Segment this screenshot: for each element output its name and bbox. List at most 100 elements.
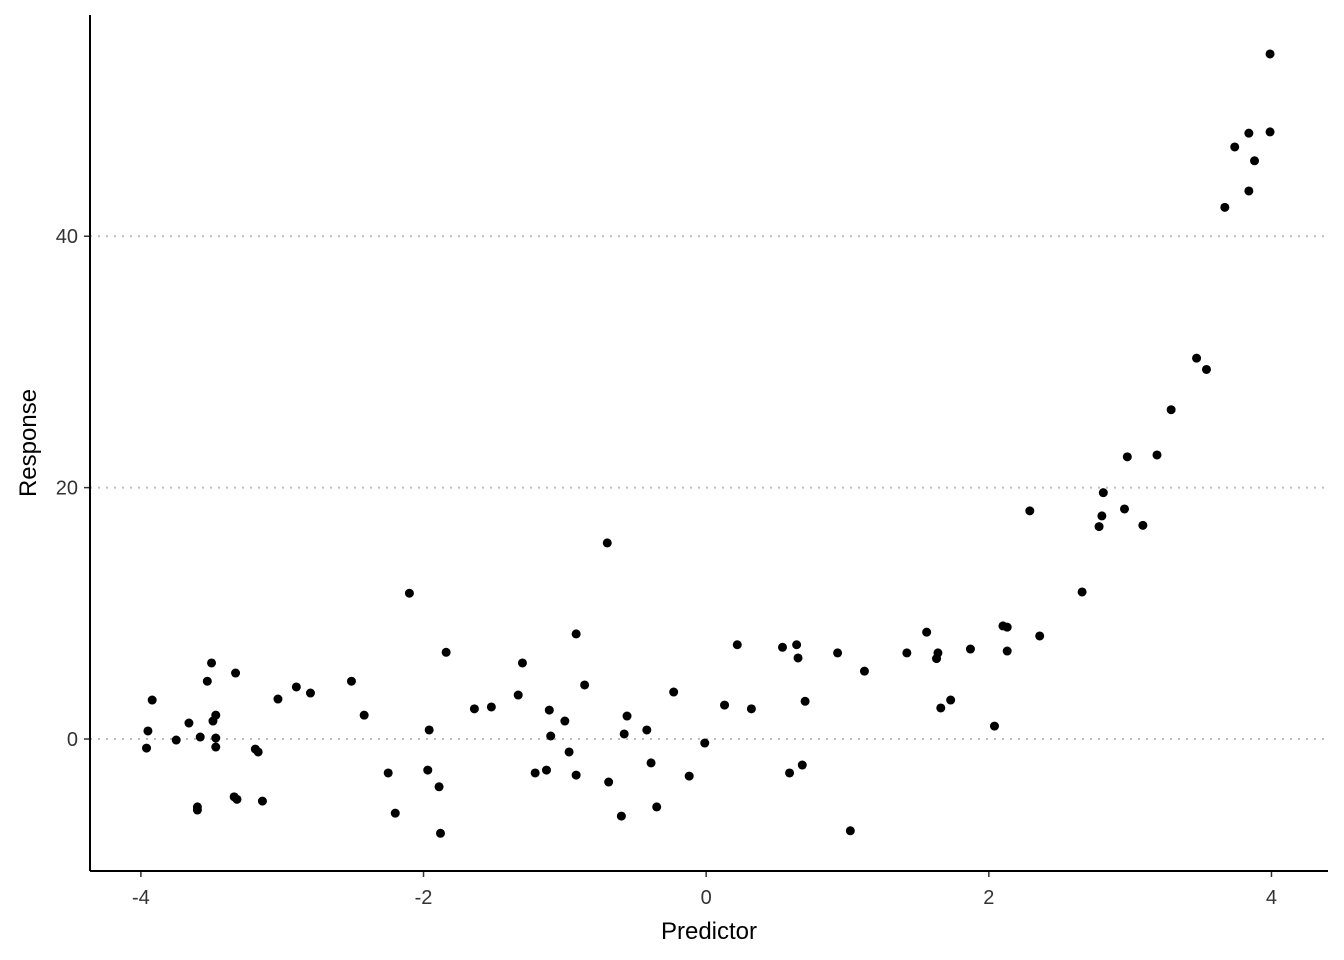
point bbox=[560, 716, 570, 726]
point bbox=[423, 765, 433, 775]
point bbox=[989, 721, 999, 731]
point bbox=[922, 627, 932, 637]
point bbox=[1201, 364, 1211, 374]
point bbox=[273, 694, 283, 704]
point bbox=[669, 687, 679, 697]
point bbox=[571, 629, 581, 639]
point bbox=[1265, 49, 1275, 59]
point bbox=[207, 658, 217, 668]
point bbox=[792, 640, 802, 650]
point bbox=[1192, 353, 1202, 363]
point bbox=[1122, 452, 1132, 462]
point bbox=[936, 703, 946, 713]
point bbox=[604, 777, 614, 787]
point bbox=[797, 760, 807, 770]
point bbox=[202, 676, 212, 686]
point bbox=[232, 794, 242, 804]
point bbox=[833, 648, 843, 658]
y-tick-label: 20 bbox=[56, 478, 78, 500]
point bbox=[211, 742, 221, 752]
point bbox=[571, 770, 581, 780]
point bbox=[1002, 646, 1012, 656]
y-tick-label: 40 bbox=[56, 226, 78, 248]
point bbox=[143, 726, 153, 736]
point bbox=[800, 696, 810, 706]
point bbox=[1097, 511, 1107, 521]
point bbox=[845, 826, 855, 836]
point bbox=[652, 802, 662, 812]
point bbox=[1138, 520, 1148, 530]
point bbox=[171, 735, 181, 745]
point bbox=[404, 588, 414, 598]
x-tick-label: -4 bbox=[132, 887, 150, 909]
point bbox=[1098, 488, 1108, 498]
point bbox=[1220, 202, 1230, 212]
point bbox=[1244, 128, 1254, 138]
point bbox=[184, 718, 194, 728]
point bbox=[486, 702, 496, 712]
point bbox=[1230, 142, 1240, 152]
y-tick-label: 0 bbox=[67, 729, 78, 751]
point bbox=[517, 658, 527, 668]
point bbox=[622, 711, 632, 721]
point bbox=[434, 782, 444, 792]
point bbox=[1077, 587, 1087, 597]
point bbox=[359, 710, 369, 720]
point bbox=[1265, 127, 1275, 137]
point bbox=[746, 704, 756, 714]
point bbox=[544, 705, 554, 715]
point bbox=[616, 811, 626, 821]
point bbox=[546, 731, 556, 741]
point bbox=[1035, 631, 1045, 641]
point bbox=[192, 805, 202, 815]
point bbox=[602, 538, 612, 548]
point bbox=[684, 771, 694, 781]
point bbox=[291, 682, 301, 692]
point bbox=[785, 768, 795, 778]
point bbox=[305, 688, 315, 698]
x-axis-title: Predictor bbox=[661, 918, 757, 945]
point bbox=[933, 648, 943, 658]
point bbox=[390, 808, 400, 818]
point bbox=[253, 747, 263, 757]
point bbox=[1002, 622, 1012, 632]
point bbox=[424, 725, 434, 735]
point bbox=[777, 642, 787, 652]
point bbox=[142, 743, 152, 753]
y-axis-title: Response bbox=[15, 389, 42, 497]
point bbox=[211, 710, 221, 720]
point bbox=[1152, 450, 1162, 460]
point bbox=[435, 828, 445, 838]
point bbox=[1119, 504, 1129, 514]
point bbox=[580, 680, 590, 690]
x-tick-label: 0 bbox=[701, 887, 712, 909]
point bbox=[732, 640, 742, 650]
point bbox=[1250, 156, 1260, 166]
point bbox=[859, 666, 869, 676]
point bbox=[383, 768, 393, 778]
point bbox=[1166, 405, 1176, 415]
point bbox=[700, 738, 710, 748]
point bbox=[564, 747, 574, 757]
point bbox=[147, 695, 157, 705]
point bbox=[642, 725, 652, 735]
point bbox=[231, 668, 241, 678]
point bbox=[513, 690, 523, 700]
point bbox=[441, 647, 451, 657]
point bbox=[211, 733, 221, 743]
point bbox=[793, 653, 803, 663]
point bbox=[257, 796, 267, 806]
point bbox=[346, 676, 356, 686]
point bbox=[1025, 506, 1035, 516]
point bbox=[619, 729, 629, 739]
point bbox=[946, 695, 956, 705]
point bbox=[1094, 522, 1104, 532]
point bbox=[469, 704, 479, 714]
x-tick-label: 4 bbox=[1266, 887, 1277, 909]
point bbox=[530, 768, 540, 778]
point bbox=[720, 700, 730, 710]
point bbox=[195, 732, 205, 742]
point bbox=[902, 648, 912, 658]
